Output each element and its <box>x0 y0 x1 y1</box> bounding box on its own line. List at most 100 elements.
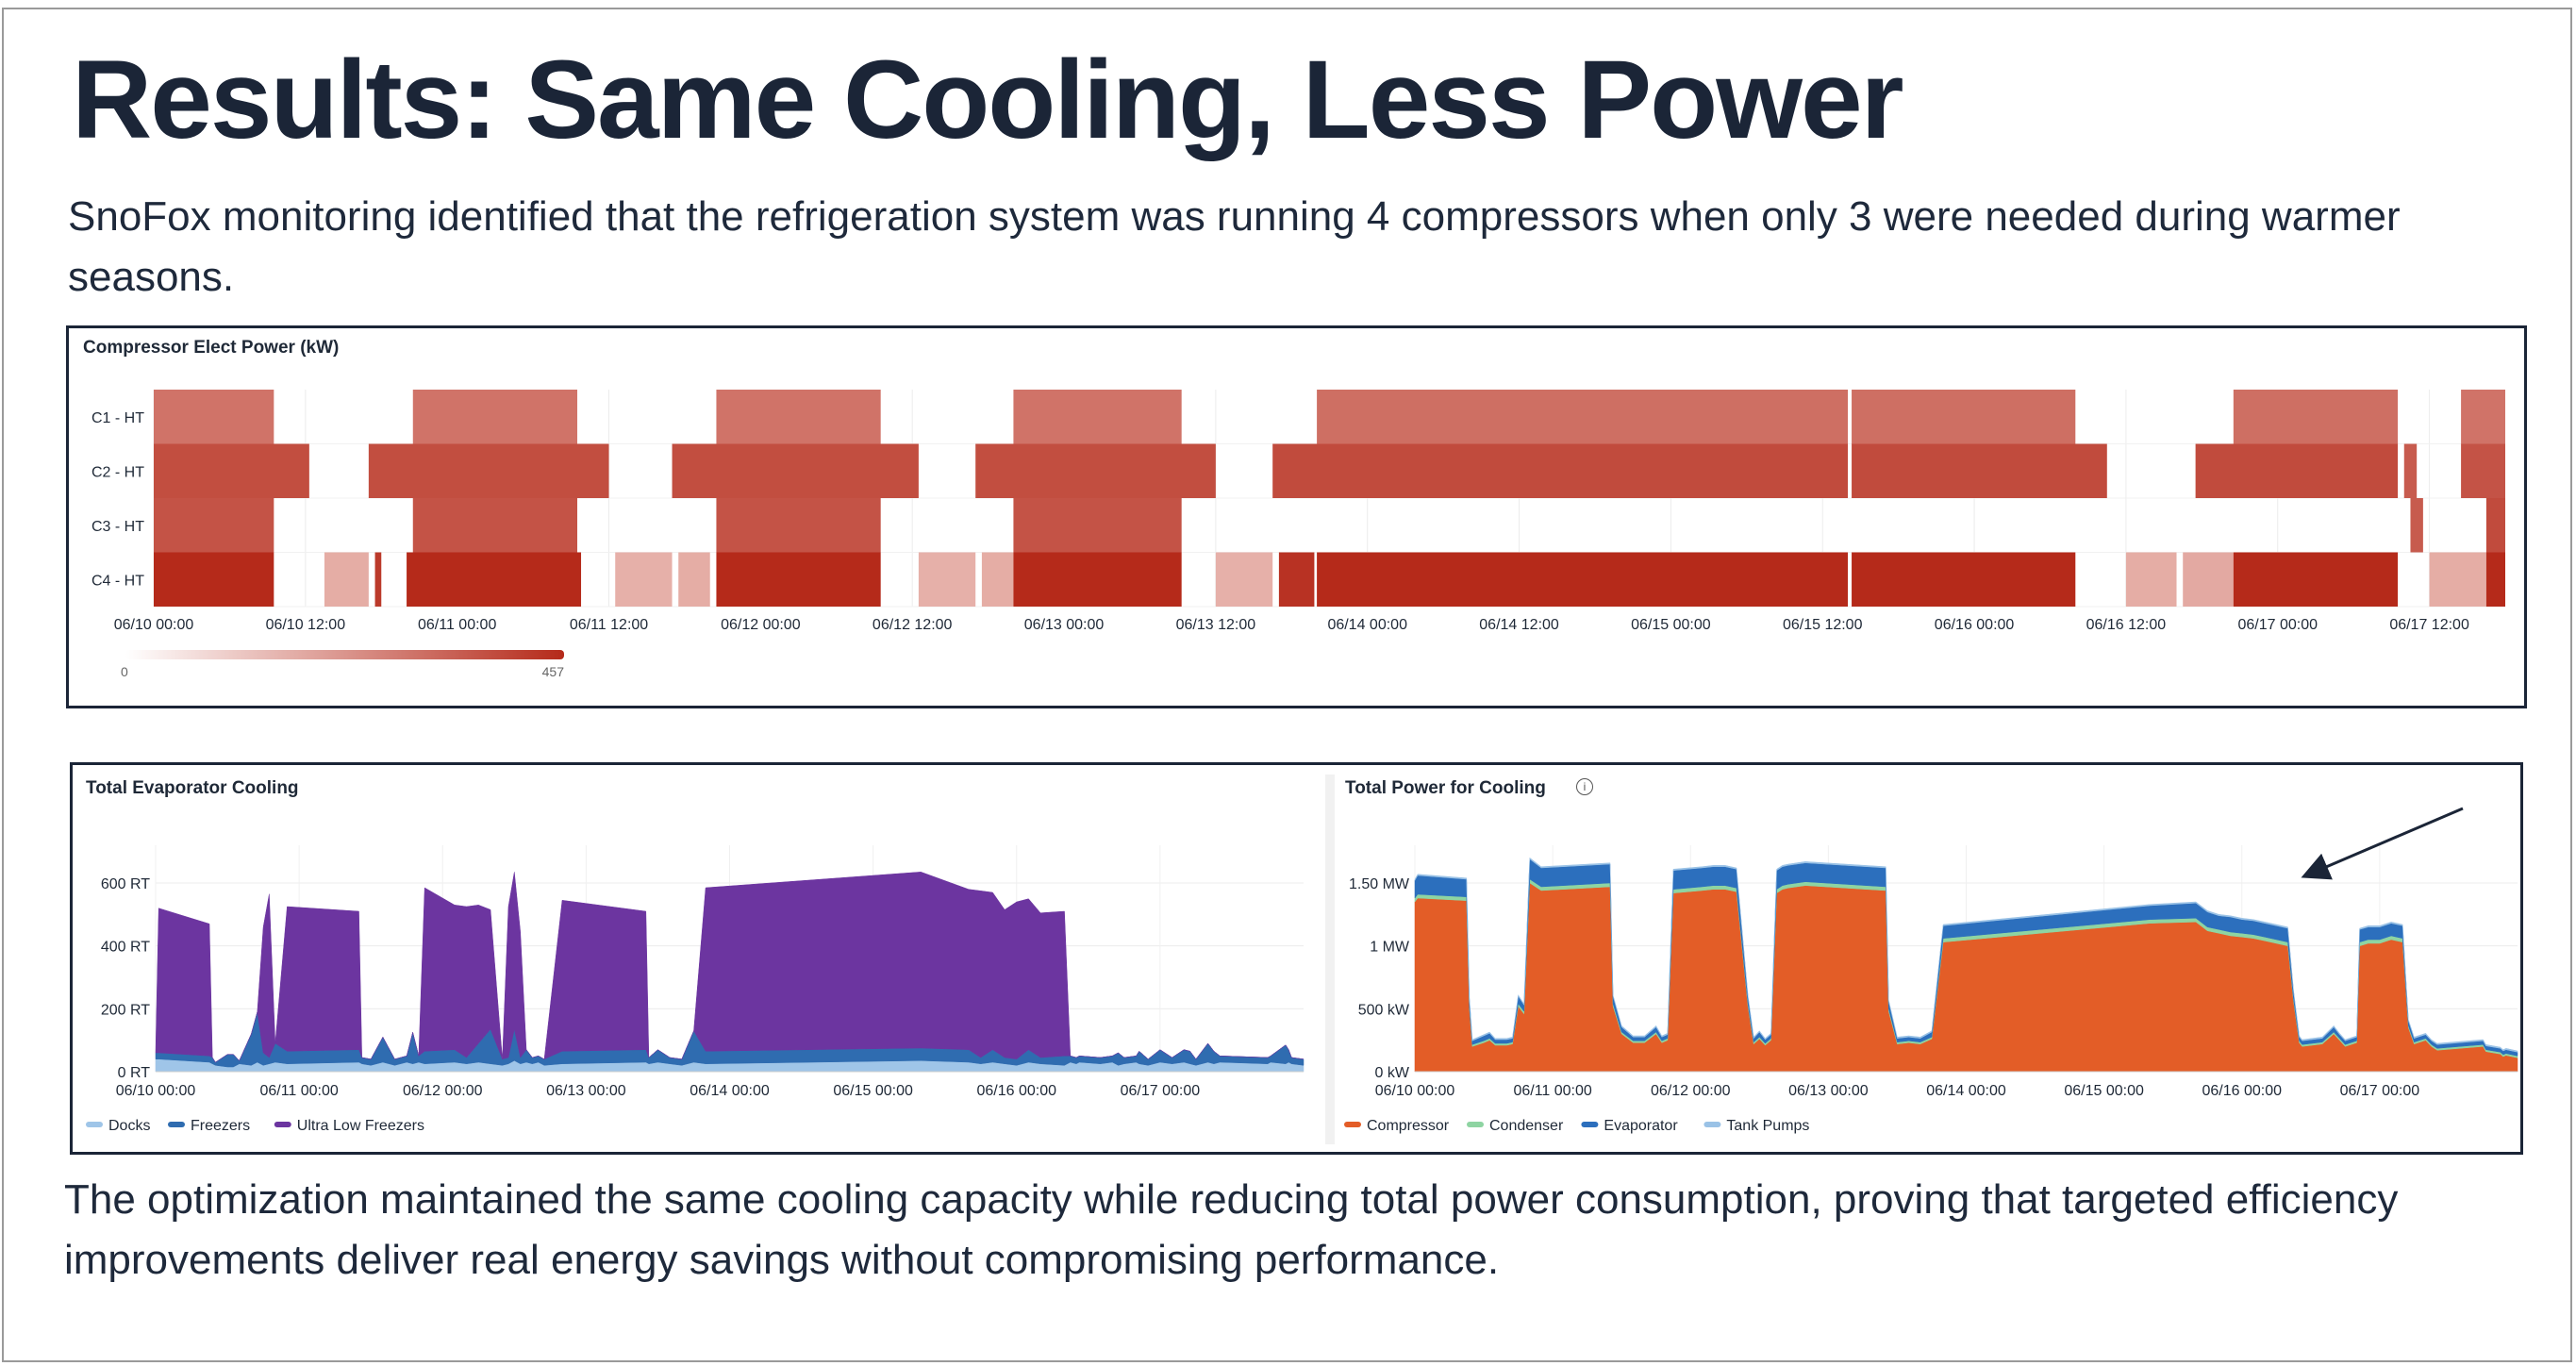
heatmap-x-tick-label: 06/13 00:00 <box>1024 617 1105 633</box>
heatmap-x-tick-label: 06/11 12:00 <box>570 617 648 633</box>
x-tick-label: 06/16 00:00 <box>2202 1083 2282 1099</box>
heatmap-cell <box>154 498 274 553</box>
heatmap-cell <box>1278 552 1315 607</box>
heatmap-x-tick-label: 06/15 00:00 <box>1631 617 1711 633</box>
heatmap-cell <box>324 552 369 607</box>
heatmap-x-tick-label: 06/14 12:00 <box>1479 617 1559 633</box>
heatmap-title: Compressor Elect Power (kW) <box>83 338 340 358</box>
heatmap-cell <box>154 443 309 498</box>
legend-label: Tank Pumps <box>1726 1118 1809 1134</box>
compressor-heatmap-panel: Compressor Elect Power (kW) C1 - HT C2 - … <box>66 325 2527 708</box>
x-tick-label: 06/11 00:00 <box>1513 1083 1591 1099</box>
heatmap-cell <box>374 552 382 607</box>
evaporator-cooling-chart: 0 RT 200 RT 400 RT 600 RT 06/10 00:00 06/11 0… <box>86 845 1305 1134</box>
power-chart-title: Total Power for Cooling <box>1345 778 1546 798</box>
heatmap-cell <box>2461 390 2505 444</box>
legend-label: Compressor <box>1367 1118 1450 1134</box>
heatmap-row-label: C4 - HT <box>91 573 144 589</box>
heatmap-cell <box>672 443 919 498</box>
legend-swatch <box>1344 1122 1361 1127</box>
x-tick-label: 06/11 00:00 <box>259 1083 338 1099</box>
x-tick-label: 06/16 00:00 <box>976 1083 1056 1099</box>
y-tick-label: 1 MW <box>1370 940 1410 956</box>
area-series-tank-pumps <box>1414 857 2518 1053</box>
heatmap-cell <box>2461 443 2505 498</box>
heatmap-color-scale <box>125 650 564 659</box>
legend-label: Ultra Low Freezers <box>297 1118 424 1134</box>
conclusion-paragraph: The optimization maintained the same coo… <box>64 1176 2399 1283</box>
heatmap-cell <box>154 552 274 607</box>
x-tick-label: 06/13 00:00 <box>546 1083 626 1099</box>
heatmap-cell <box>2125 552 2177 607</box>
heatmap-cell <box>1852 390 2076 444</box>
legend-swatch <box>1703 1122 1721 1127</box>
heatmap-cell <box>154 390 274 444</box>
heatmap-cell <box>1215 552 1273 607</box>
legend-swatch <box>274 1122 291 1127</box>
legend-label: Freezers <box>191 1118 250 1134</box>
heatmap-cell <box>2429 552 2486 607</box>
heatmap-cell <box>1317 390 1849 444</box>
legend-label: Condenser <box>1489 1118 1564 1134</box>
heatmap-cell <box>1013 390 1182 444</box>
heatmap-cell <box>716 552 881 607</box>
heatmap-cell <box>412 390 578 444</box>
heatmap-x-tick-label: 06/11 00:00 <box>418 617 496 633</box>
heatmap-cell <box>615 552 673 607</box>
heatmap-cell <box>2403 443 2418 498</box>
heatmap-cell <box>407 552 582 607</box>
heatmap-cell <box>716 390 881 444</box>
heatmap-cell <box>368 443 609 498</box>
panel-divider <box>1325 775 1335 1144</box>
heatmap-row-label: C2 - HT <box>91 464 144 480</box>
legend-swatch <box>168 1122 185 1127</box>
x-tick-label: 06/17 00:00 <box>1121 1083 1201 1099</box>
heatmap-cell <box>1317 552 1849 607</box>
heatmap-cell <box>2485 552 2505 607</box>
heatmap-cell <box>412 498 578 553</box>
heatmap-x-tick-label: 06/15 12:00 <box>1783 617 1863 633</box>
power-cooling-chart: 0 kW 500 kW 1 MW 1.50 MW 06/10 00:00 06/11 00… <box>1344 807 2518 1134</box>
heatmap-x-tick-label: 06/10 00:00 <box>114 617 194 633</box>
heatmap-x-tick-label: 06/16 12:00 <box>2086 617 2167 633</box>
heatmap-cell <box>981 552 1014 607</box>
x-tick-label: 06/12 00:00 <box>403 1083 483 1099</box>
y-tick-label: 500 kW <box>1358 1002 1410 1018</box>
heatmap-cell <box>678 552 710 607</box>
heatmap-cell <box>2485 498 2505 553</box>
heatmap-cell <box>918 552 976 607</box>
x-tick-label: 06/17 00:00 <box>2340 1083 2420 1099</box>
heatmap-row-label: C3 - HT <box>91 519 144 535</box>
heatmap-cell <box>2195 443 2399 498</box>
y-tick-label: 400 RT <box>101 940 150 956</box>
legend-label: Evaporator <box>1604 1118 1678 1134</box>
x-tick-label: 06/10 00:00 <box>1375 1083 1455 1099</box>
heatmap-x-tick-label: 06/12 12:00 <box>873 617 953 633</box>
heatmap-cell <box>2410 498 2423 553</box>
heatmap-x-tick-label: 06/16 00:00 <box>1935 617 2015 633</box>
annotation-arrow <box>2301 807 2464 880</box>
heatmap-row-label: C1 - HT <box>91 410 144 426</box>
heatmap-cell <box>2233 552 2399 607</box>
y-tick-label: 1.50 MW <box>1349 876 1410 892</box>
x-tick-label: 06/13 00:00 <box>1788 1083 1869 1099</box>
heatmap-cell <box>1013 498 1182 553</box>
heatmap-x-tick-label: 06/13 12:00 <box>1176 617 1256 633</box>
y-tick-label: 0 kW <box>1375 1065 1410 1081</box>
heatmap-cell <box>975 443 1216 498</box>
heatmap-cell <box>2183 552 2234 607</box>
heatmap-cell <box>716 498 881 553</box>
heatmap-cell <box>2233 390 2399 444</box>
y-tick-label: 0 RT <box>118 1065 151 1081</box>
info-icon[interactable]: i <box>1576 778 1593 795</box>
color-scale-max-label: 457 <box>542 664 565 679</box>
heatmap-cell <box>1272 443 1849 498</box>
heatmap-x-tick-label: 06/12 00:00 <box>721 617 801 633</box>
x-tick-label: 06/14 00:00 <box>690 1083 770 1099</box>
heatmap-cell <box>1852 443 2107 498</box>
bottom-charts-panel: Total Evaporator Cooling Total Power for… <box>70 762 2523 1155</box>
heatmap-x-tick-label: 06/17 00:00 <box>2237 617 2318 633</box>
x-tick-label: 06/15 00:00 <box>833 1083 913 1099</box>
heatmap-cell <box>1852 552 2076 607</box>
slide-frame <box>2 8 2572 1362</box>
